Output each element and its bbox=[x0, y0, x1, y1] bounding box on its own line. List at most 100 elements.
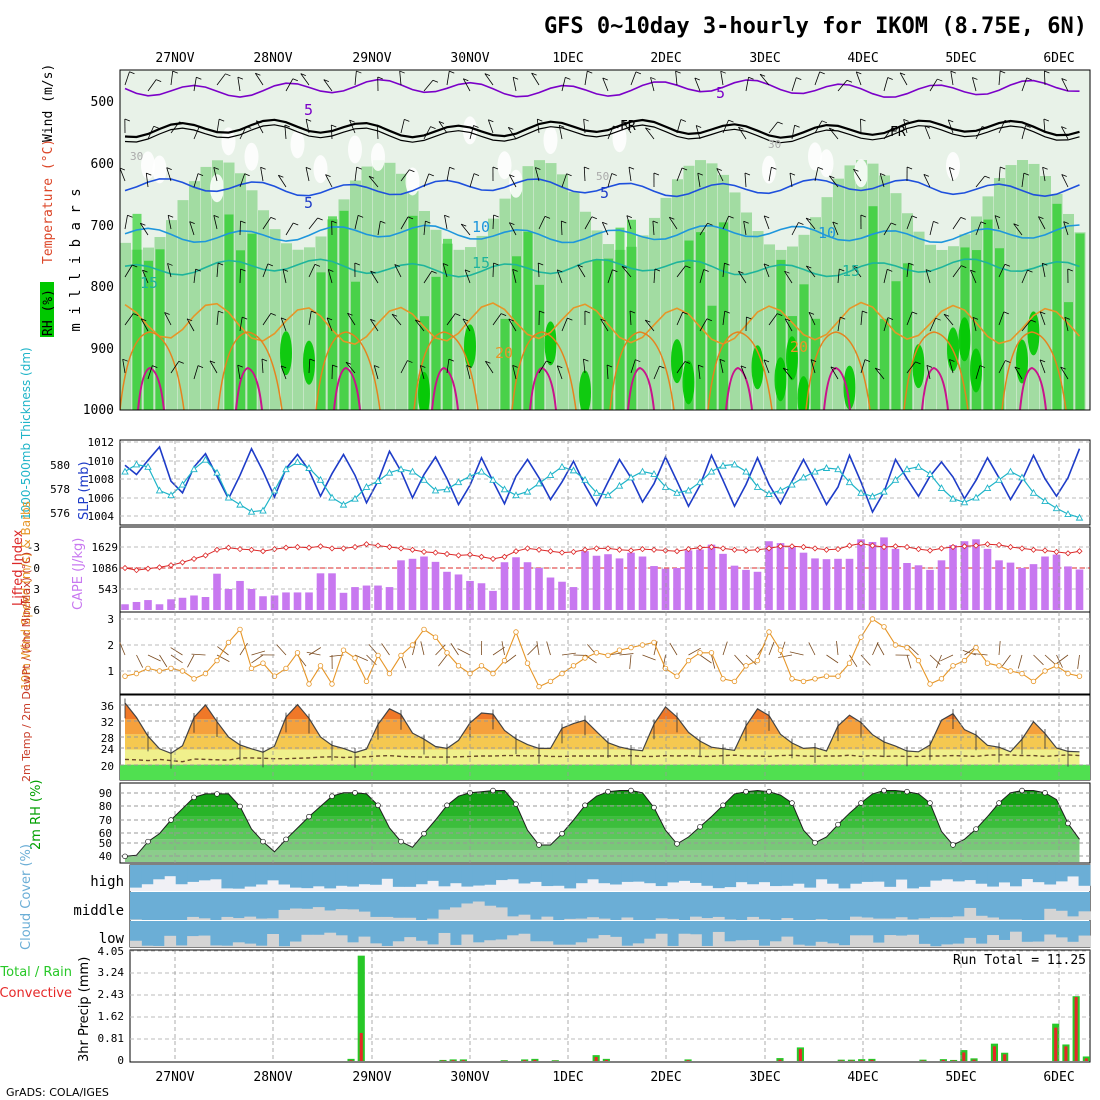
cloud-cell-low bbox=[495, 939, 508, 947]
wind-barb-flag bbox=[856, 71, 862, 75]
cloud-cell-low bbox=[850, 935, 862, 947]
rh-column-moist bbox=[316, 272, 326, 410]
cloud-cell-high bbox=[941, 865, 954, 880]
rh-point bbox=[536, 842, 542, 848]
wind-barb bbox=[305, 167, 310, 182]
cloud-cell-low bbox=[667, 945, 679, 947]
wind-speed-point bbox=[823, 673, 830, 679]
li-point bbox=[236, 546, 244, 553]
wind-speed-point bbox=[616, 647, 623, 653]
wind-barb-flag bbox=[484, 73, 491, 76]
rh-core bbox=[958, 317, 971, 362]
wind-10m-barb bbox=[688, 647, 701, 656]
wind-barb-flag bbox=[819, 71, 825, 75]
cape-bar bbox=[236, 580, 244, 610]
contour-label: FR bbox=[620, 119, 636, 134]
wind-barb-flag bbox=[539, 310, 545, 314]
cape-bar bbox=[880, 537, 888, 610]
wind-barb bbox=[699, 318, 708, 332]
wind-barb-flag bbox=[492, 166, 499, 170]
cloud-cell-low bbox=[838, 945, 851, 947]
wind-barb bbox=[345, 362, 356, 374]
precip-bar-convective bbox=[870, 1059, 874, 1061]
cloud-cell-low bbox=[301, 934, 314, 947]
wind-barb bbox=[583, 359, 586, 374]
li-point bbox=[938, 545, 945, 552]
contour-label: 5 bbox=[304, 101, 313, 119]
cape-bar bbox=[972, 539, 980, 610]
cape-bar bbox=[316, 573, 325, 610]
wind-barb bbox=[722, 216, 729, 230]
wind-barb bbox=[948, 167, 954, 182]
wind-barb-flag bbox=[270, 313, 276, 316]
wind-10m-barb bbox=[216, 654, 230, 662]
precip-tick-label: 0 bbox=[117, 1054, 124, 1067]
wind-barb-flag bbox=[167, 214, 174, 218]
wind-barb-flag bbox=[535, 167, 541, 170]
rh-point bbox=[260, 838, 266, 845]
wind-barb bbox=[607, 269, 613, 284]
wind-10m-barb bbox=[699, 654, 712, 664]
wind-barb-flag bbox=[444, 214, 450, 218]
wind-barb-flag bbox=[442, 263, 449, 266]
wind-barb-flag bbox=[1042, 262, 1048, 266]
wind-barb bbox=[722, 119, 729, 134]
li-point bbox=[478, 553, 485, 560]
cloud-cell-middle bbox=[461, 903, 474, 920]
wind-barb bbox=[791, 77, 797, 92]
wind-barb bbox=[237, 77, 241, 92]
wind-barb-flag bbox=[305, 118, 312, 122]
wind-barb bbox=[1038, 216, 1046, 230]
wind-speed-point bbox=[984, 660, 991, 666]
cloud-cell-high bbox=[610, 865, 622, 885]
rh-column-moist bbox=[684, 240, 694, 410]
wind-barb bbox=[676, 312, 684, 326]
wind-barb-flag bbox=[415, 319, 421, 323]
wind-barb-flag bbox=[466, 365, 472, 368]
li-point bbox=[731, 546, 738, 553]
wind-barb bbox=[354, 71, 357, 86]
cloud-cell-low bbox=[278, 946, 291, 947]
cloud-cell-middle bbox=[541, 916, 554, 920]
thickness-point bbox=[523, 487, 532, 495]
pressure-tick-label: 700 bbox=[91, 219, 114, 234]
contour-label: 50 bbox=[596, 170, 609, 183]
wind-barb-flag bbox=[508, 126, 514, 130]
wind-barb-flag bbox=[806, 265, 812, 269]
thickness-point bbox=[305, 464, 313, 471]
cloud-cell-middle bbox=[747, 916, 759, 920]
precip-bar-total bbox=[347, 1058, 355, 1061]
warm-contour bbox=[627, 366, 655, 410]
rh-tick-label: 90 bbox=[99, 787, 112, 800]
wind-barb-flag bbox=[178, 360, 184, 364]
wind-speed-point bbox=[743, 663, 749, 669]
rh-dry-patch bbox=[141, 151, 155, 180]
wind-speed-point bbox=[524, 660, 531, 666]
precip-bar-convective bbox=[349, 1060, 353, 1061]
thickness-point bbox=[891, 475, 900, 483]
cloud-cell-low bbox=[507, 935, 519, 947]
wind-barb-flag bbox=[488, 119, 494, 123]
precip-bar-convective bbox=[523, 1060, 527, 1061]
wind-barb-flag bbox=[839, 268, 845, 272]
wind-barb bbox=[926, 365, 931, 380]
wind-speed-point bbox=[812, 676, 818, 682]
wind-10m-barb bbox=[191, 653, 206, 656]
cape-bar bbox=[765, 541, 773, 610]
cloud-cell-middle bbox=[255, 918, 268, 920]
wind-10m-barb bbox=[438, 654, 448, 667]
cloud-cell-middle bbox=[690, 916, 702, 920]
cloud-cell-low bbox=[530, 941, 542, 947]
date-labels-bottom: 27NOV 28NOV 29NOV 30NOV 1DEC 2DEC 3DEC 4… bbox=[155, 1070, 1074, 1085]
cloud-cell-low bbox=[987, 935, 999, 947]
thickness-point bbox=[569, 466, 578, 474]
cloud-cell-low bbox=[324, 932, 337, 947]
wind-barb-flag bbox=[626, 215, 632, 219]
wind-barb bbox=[170, 361, 180, 374]
li-point bbox=[685, 546, 692, 553]
wind-10m-barb bbox=[412, 641, 417, 656]
wind-barb bbox=[560, 220, 563, 236]
li-point bbox=[708, 543, 715, 551]
wind-barb-flag bbox=[696, 125, 702, 128]
wind-barb bbox=[853, 168, 862, 182]
